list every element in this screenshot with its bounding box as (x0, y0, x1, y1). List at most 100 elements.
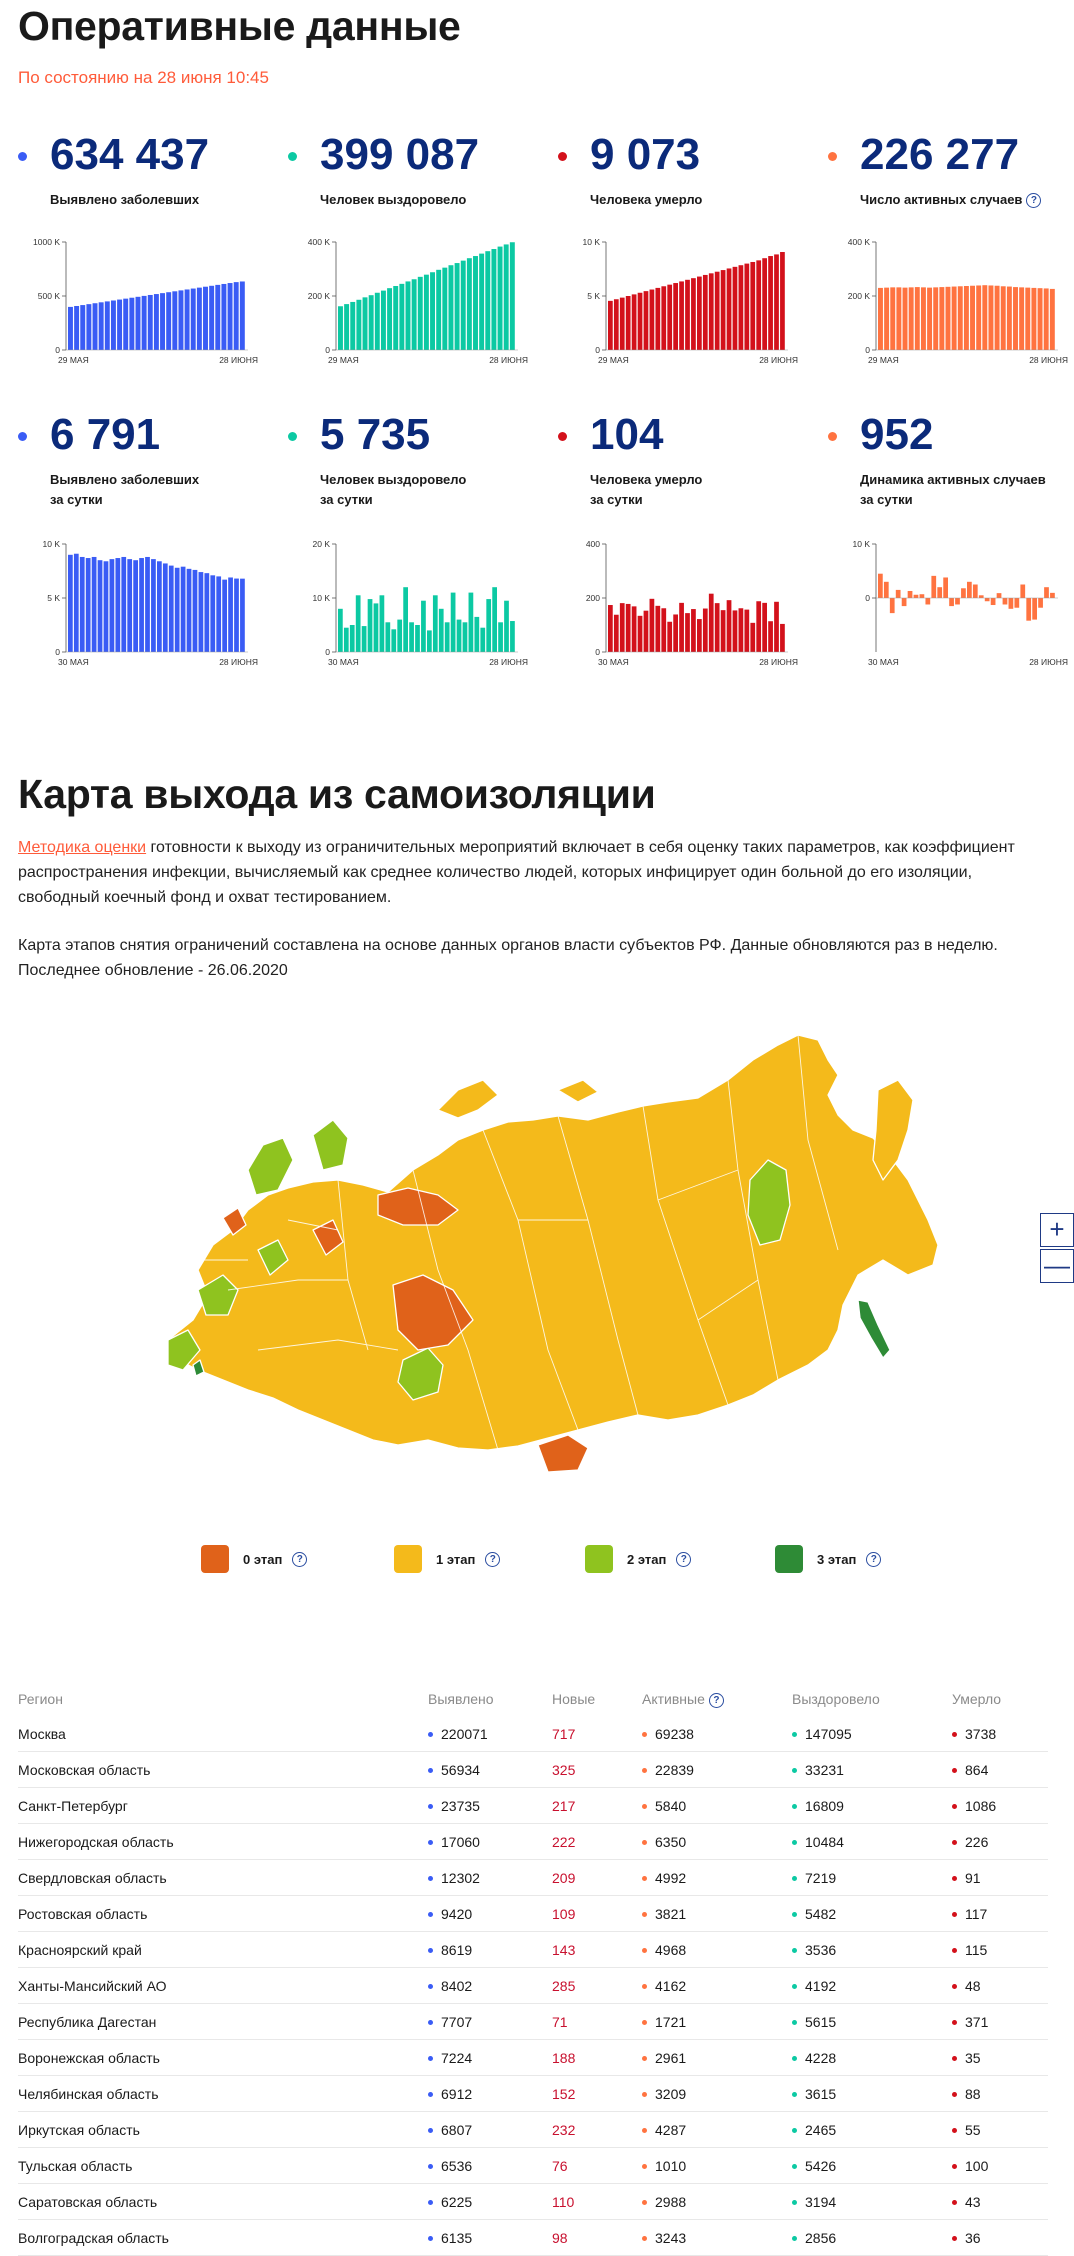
bar (448, 265, 454, 350)
x-tick-label-end: 28 ИЮНЯ (489, 657, 528, 667)
bar (373, 603, 379, 652)
bar (994, 285, 1000, 350)
cell-value: 217 (552, 1797, 576, 1814)
y-tick-label: 200 (586, 593, 600, 603)
y-tick-label: 10 K (313, 593, 331, 603)
table-row[interactable]: Санкт-Петербург 23735 217 5840 16809 1086 (18, 1787, 1048, 1824)
table-row[interactable]: Москва 220071 717 69238 147095 3738 (18, 1716, 1048, 1752)
bar (1014, 598, 1020, 608)
cell-value: 285 (552, 1977, 576, 1994)
map-region-stage2-karelia (247, 1137, 294, 1196)
cell-value: 88 (965, 2085, 981, 2102)
bar (732, 266, 738, 350)
table-row[interactable]: Нижегородская область 17060 222 6350 10484 22… (18, 1823, 1048, 1860)
bar (925, 598, 931, 605)
cell-value: 2856 (805, 2229, 837, 2246)
table-row[interactable]: Ханты-Мансийский АО 8402 285 4162 4192 48 (18, 1967, 1048, 2004)
table-row[interactable]: Свердловская область 12302 209 4992 7219 91 (18, 1859, 1048, 1896)
cell-value: 69238 (655, 1725, 694, 1742)
cell-recovered: 2856 (792, 2219, 952, 2256)
cell-value: 4992 (655, 1869, 687, 1886)
cell-deaths: 100 (952, 2147, 1048, 2184)
cell-deaths: 91 (952, 1859, 1048, 1896)
cell-detected: 6912 (428, 2075, 552, 2112)
question-icon[interactable]: ? (292, 1551, 308, 1567)
zoom-out-button[interactable]: — (1040, 1249, 1074, 1283)
bar (914, 287, 920, 350)
bar (933, 287, 939, 350)
bar (1013, 287, 1018, 350)
bar (895, 589, 901, 598)
x-tick-label-start: 30 МАЯ (598, 657, 629, 667)
bar (68, 306, 73, 350)
zoom-in-button[interactable]: + (1040, 1213, 1074, 1247)
table-row[interactable]: Воронежская область 7224 188 2961 4228 35 (18, 2039, 1048, 2076)
y-tick-label: 10 K (43, 539, 61, 549)
table-row[interactable]: Тульская область 6536 76 1010 5426 100 (18, 2147, 1048, 2184)
methodology-link[interactable]: Методика оценки (18, 839, 147, 856)
table-row[interactable]: Республика Дагестан 7707 71 1721 5615 371 (18, 2003, 1048, 2040)
cell-detected: 9420 (428, 1895, 552, 1932)
bar (919, 594, 925, 598)
bar (209, 285, 215, 350)
table-row[interactable]: Красноярский край 8619 143 4968 3536 115 (18, 1931, 1048, 1968)
table-row[interactable]: Ростовская область 9420 109 3821 5482 117 (18, 1895, 1048, 1932)
bar (338, 306, 343, 350)
bar (466, 258, 472, 350)
bar (643, 291, 649, 350)
question-icon[interactable]: ? (708, 1692, 724, 1708)
table-row[interactable]: Челябинская область 6912 152 3209 3615 88 (18, 2075, 1048, 2112)
cell-value: 7219 (805, 1869, 837, 1886)
bar (649, 598, 655, 652)
bar (750, 261, 756, 350)
table-row[interactable]: Московская область 56934 325 22839 33231 864 (18, 1751, 1048, 1788)
bar (673, 283, 678, 350)
russia-map[interactable] (138, 1020, 958, 1490)
bar (949, 598, 954, 607)
cell-deaths: 371 (952, 2003, 1048, 2040)
dot-icon (952, 1911, 957, 1917)
chart-total-deaths: 10 K 5 K 0 29 МАЯ 28 ИЮНЯ (572, 236, 799, 373)
table-row[interactable]: Иркутская область 6807 232 4287 2465 55 (18, 2111, 1048, 2148)
cell-region: Республика Дагестан (18, 2003, 428, 2040)
bar (613, 299, 619, 350)
cell-region: Челябинская область (18, 2075, 428, 2112)
col-header-recovered[interactable]: Выздоровело (792, 1691, 880, 1707)
col-header-deaths[interactable]: Умерло (952, 1691, 1002, 1707)
bar (667, 284, 673, 350)
cell-value: Ханты-Мансийский АО (18, 1977, 167, 1994)
question-icon[interactable]: ? (676, 1551, 692, 1567)
cell-value: 1086 (965, 1797, 997, 1814)
bar (192, 569, 198, 652)
table-row[interactable]: Волгоградская область 6135 98 3243 2856 36 (18, 2219, 1048, 2256)
bar (889, 598, 895, 614)
bar (210, 575, 216, 652)
stat-label: Человека умерло за сутки (590, 470, 830, 510)
cell-value: 143 (552, 1941, 576, 1958)
cell-value: Москва (18, 1725, 66, 1742)
col-header-active[interactable]: Активные? (642, 1682, 792, 1716)
y-tick-label: 0 (865, 345, 870, 355)
map-region-stage2-center-2 (257, 1239, 289, 1276)
chart-daily-active: 10 K 0 30 МАЯ 28 ИЮНЯ (842, 538, 1069, 675)
question-icon[interactable]: ? (485, 1551, 501, 1567)
col-header-region[interactable]: Регион (18, 1691, 63, 1707)
table-row[interactable]: Саратовская область 6225 110 2988 3194 43 (18, 2183, 1048, 2220)
y-tick-label: 10 K (853, 539, 871, 549)
cell-value: 5426 (805, 2157, 837, 2174)
chart-svg: 20 K 10 K 030 МАЯ 28 ИЮНЯ (313, 539, 529, 667)
col-header-new[interactable]: Новые (552, 1691, 596, 1707)
bar (239, 281, 245, 350)
y-tick-label: 400 K (308, 237, 331, 247)
cell-active: 22839 (642, 1751, 792, 1788)
legend-item-stage3: 3 этап ? (775, 1545, 882, 1573)
teal-dot-icon (288, 432, 297, 441)
question-icon[interactable]: ? (866, 1551, 882, 1567)
cell-detected: 23735 (428, 1787, 552, 1824)
bar (456, 619, 462, 652)
bar (121, 556, 127, 652)
question-icon[interactable]: ? (1026, 193, 1042, 208)
bar (160, 293, 166, 350)
dot-icon (642, 2235, 647, 2241)
col-header-detected[interactable]: Выявлено (428, 1691, 494, 1707)
